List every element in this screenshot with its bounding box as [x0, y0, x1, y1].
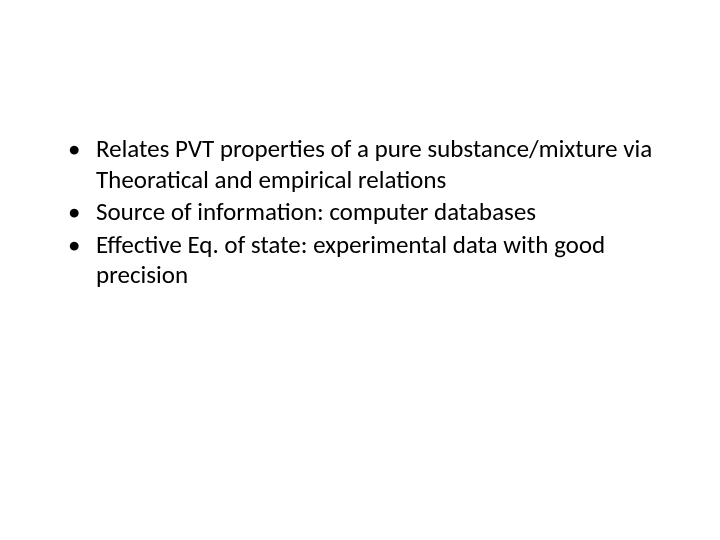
bullet-text: Relates PVT properties of a pure substan… [96, 133, 652, 195]
bullet-text: Source of information: computer database… [96, 196, 536, 227]
slide-body: Relates PVT properties of a pure substan… [60, 134, 670, 293]
list-item: Effective Eq. of state: experimental dat… [60, 230, 670, 291]
slide: Relates PVT properties of a pure substan… [0, 0, 720, 540]
bullet-list: Relates PVT properties of a pure substan… [60, 134, 670, 291]
bullet-text: Effective Eq. of state: experimental dat… [96, 229, 605, 291]
list-item: Source of information: computer database… [60, 197, 670, 228]
list-item: Relates PVT properties of a pure substan… [60, 134, 670, 195]
